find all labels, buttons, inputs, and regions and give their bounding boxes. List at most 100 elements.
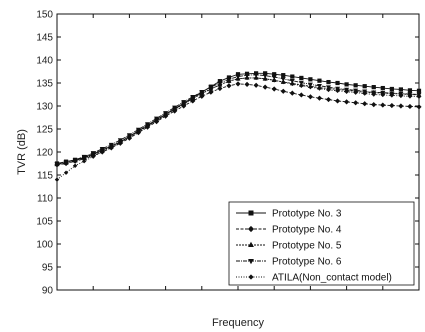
data-point xyxy=(181,101,186,107)
data-point xyxy=(248,258,254,265)
data-point xyxy=(344,82,349,87)
y-tick-label: 145 xyxy=(36,33,53,44)
data-point xyxy=(127,135,132,140)
data-point xyxy=(90,154,96,159)
x-axis-label: Frequency xyxy=(212,317,264,329)
y-tick-label: 95 xyxy=(42,263,54,274)
data-point xyxy=(262,76,268,82)
legend-label: Prototype No. 5 xyxy=(272,241,342,252)
y-tick-label: 120 xyxy=(36,148,53,159)
data-point xyxy=(398,93,404,99)
data-point xyxy=(109,145,114,150)
data-point xyxy=(271,75,277,80)
data-point xyxy=(308,77,313,82)
data-point xyxy=(81,158,87,164)
data-point xyxy=(335,88,340,94)
data-point xyxy=(307,82,313,88)
data-point xyxy=(353,83,358,88)
series-3 xyxy=(54,75,422,167)
data-point xyxy=(280,88,286,94)
data-point xyxy=(398,103,404,109)
data-point xyxy=(353,90,358,95)
data-point xyxy=(407,88,413,93)
data-point xyxy=(54,162,60,167)
y-tick-label: 135 xyxy=(36,79,53,90)
data-point xyxy=(262,73,268,79)
data-point xyxy=(371,102,377,108)
data-point xyxy=(299,75,304,81)
data-point xyxy=(244,75,250,81)
data-point xyxy=(290,81,295,87)
data-point xyxy=(72,163,78,169)
data-point xyxy=(262,84,268,90)
data-point xyxy=(63,170,69,175)
data-point xyxy=(326,79,331,85)
y-tick-label: 115 xyxy=(37,171,53,182)
data-point xyxy=(271,86,277,92)
legend: Prototype No. 3 Prototype No. 4 Prototype … xyxy=(236,209,392,284)
data-point xyxy=(362,84,367,89)
data-point xyxy=(371,92,376,97)
data-point xyxy=(407,94,413,99)
data-point xyxy=(145,124,150,129)
data-point xyxy=(226,78,232,84)
data-point xyxy=(299,83,304,88)
legend-label: Prototype No. 6 xyxy=(272,257,342,268)
data-point xyxy=(63,160,69,165)
data-point xyxy=(271,78,277,83)
legend-item: Prototype No. 5 xyxy=(236,241,342,252)
data-point xyxy=(248,274,254,280)
data-point xyxy=(389,102,395,109)
data-point xyxy=(353,100,359,106)
data-point xyxy=(326,87,331,93)
data-point xyxy=(72,158,78,163)
data-point xyxy=(389,93,395,98)
legend-box xyxy=(228,201,415,286)
data-point xyxy=(217,82,223,88)
y-axis-ticks: 90 95 100 105 110 115 120 125 130 135 140 145 150 xyxy=(36,10,419,297)
data-point xyxy=(380,102,386,108)
data-point xyxy=(317,86,322,91)
data-point xyxy=(253,72,259,78)
y-tick-label: 100 xyxy=(36,240,53,251)
data-point xyxy=(298,92,304,98)
y-tick-label: 90 xyxy=(42,286,54,297)
data-point xyxy=(380,85,385,91)
data-point xyxy=(199,91,205,96)
data-point xyxy=(244,81,250,87)
data-point xyxy=(281,79,286,85)
data-point xyxy=(344,99,350,105)
data-point xyxy=(334,98,341,104)
data-point xyxy=(247,225,255,233)
y-tick-label: 130 xyxy=(36,102,53,113)
data-point xyxy=(217,85,223,92)
data-point xyxy=(136,129,141,134)
data-point xyxy=(190,96,195,101)
data-point xyxy=(235,76,241,82)
data-point xyxy=(380,92,386,98)
data-point xyxy=(154,118,159,123)
data-point xyxy=(344,89,349,94)
data-point xyxy=(416,88,422,93)
data-point xyxy=(226,83,232,89)
data-point xyxy=(316,84,322,89)
x-axis-ticks xyxy=(56,14,420,290)
data-point xyxy=(289,78,295,84)
data-point xyxy=(172,107,177,112)
data-point xyxy=(416,94,422,100)
data-point xyxy=(308,84,313,90)
data-point xyxy=(290,74,295,79)
legend-item: ATILA(Non_contact model) xyxy=(236,273,392,284)
data-point xyxy=(54,177,60,182)
data-point xyxy=(100,149,105,155)
legend-label: Prototype No. 3 xyxy=(272,209,342,220)
legend-label: ATILA(Non_contact model) xyxy=(272,273,392,284)
series-layer xyxy=(54,71,422,182)
data-point xyxy=(371,85,376,90)
y-tick-label: 150 xyxy=(36,10,53,21)
legend-item: Prototype No. 6 xyxy=(236,257,342,268)
legend-item: Prototype No. 4 xyxy=(236,225,342,236)
data-point xyxy=(326,85,331,90)
data-point xyxy=(99,147,105,152)
